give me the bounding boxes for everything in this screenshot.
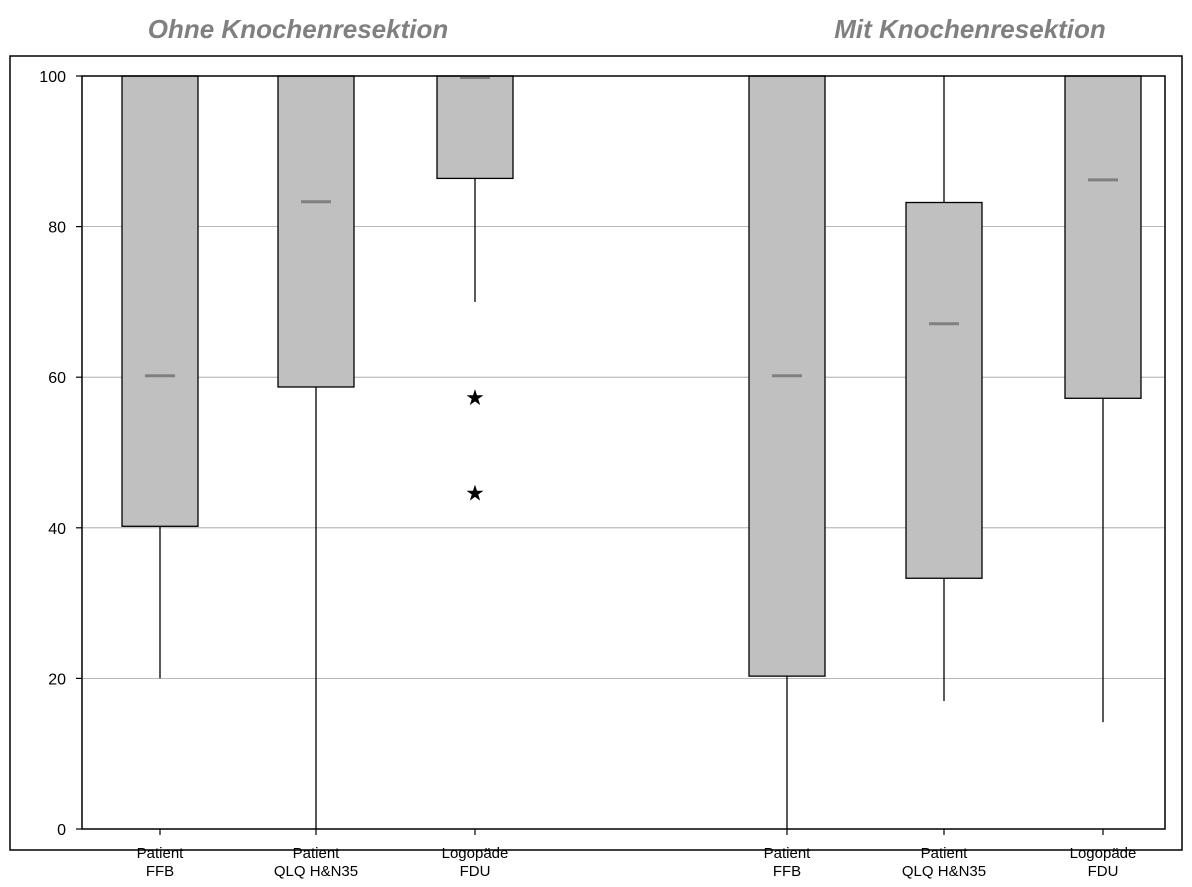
- group-title-0: Ohne Knochenresektion: [148, 14, 449, 44]
- box-3: [748, 75, 826, 829]
- xtick-label-line1-2: Logopäde: [442, 845, 509, 862]
- ytick-label-60: 60: [48, 370, 66, 387]
- ytick-label-0: 0: [57, 822, 66, 839]
- xtick-label-line1-4: Patient: [921, 845, 969, 862]
- xtick-label-line1-1: Patient: [293, 845, 341, 862]
- plot-frame: [9, 55, 1183, 851]
- box-iqr: [277, 75, 355, 388]
- xtick-label-line2-5: FDU: [1088, 863, 1119, 880]
- plot-area: [81, 75, 1166, 830]
- box-iqr: [1064, 75, 1142, 399]
- xtick-label-line2-3: FFB: [773, 863, 801, 880]
- xtick-label-line2-4: QLQ H&N35: [902, 863, 986, 880]
- box-1: [277, 75, 355, 829]
- box-0: [121, 75, 199, 679]
- outlier-0: ★: [465, 385, 485, 410]
- xtick-label-line1-3: Patient: [764, 845, 812, 862]
- box-5: [1064, 75, 1142, 723]
- box-iqr: [436, 75, 514, 180]
- ytick-label-80: 80: [48, 220, 66, 237]
- xtick-label-line2-0: FFB: [146, 863, 174, 880]
- box-4: [905, 76, 983, 701]
- xtick-label-line1-5: Logopäde: [1070, 845, 1137, 862]
- box-iqr: [121, 75, 199, 527]
- xtick-label-line1-0: Patient: [137, 845, 185, 862]
- box-iqr: [905, 201, 983, 579]
- ytick-label-20: 20: [48, 671, 66, 688]
- ytick-label-100: 100: [39, 69, 66, 86]
- group-title-1: Mit Knochenresektion: [834, 14, 1106, 44]
- xtick-label-line2-1: QLQ H&N35: [274, 863, 358, 880]
- ytick-label-40: 40: [48, 521, 66, 538]
- outlier-1: ★: [465, 481, 485, 506]
- box-2: ★★: [436, 75, 514, 506]
- xtick-label-line2-2: FDU: [460, 863, 491, 880]
